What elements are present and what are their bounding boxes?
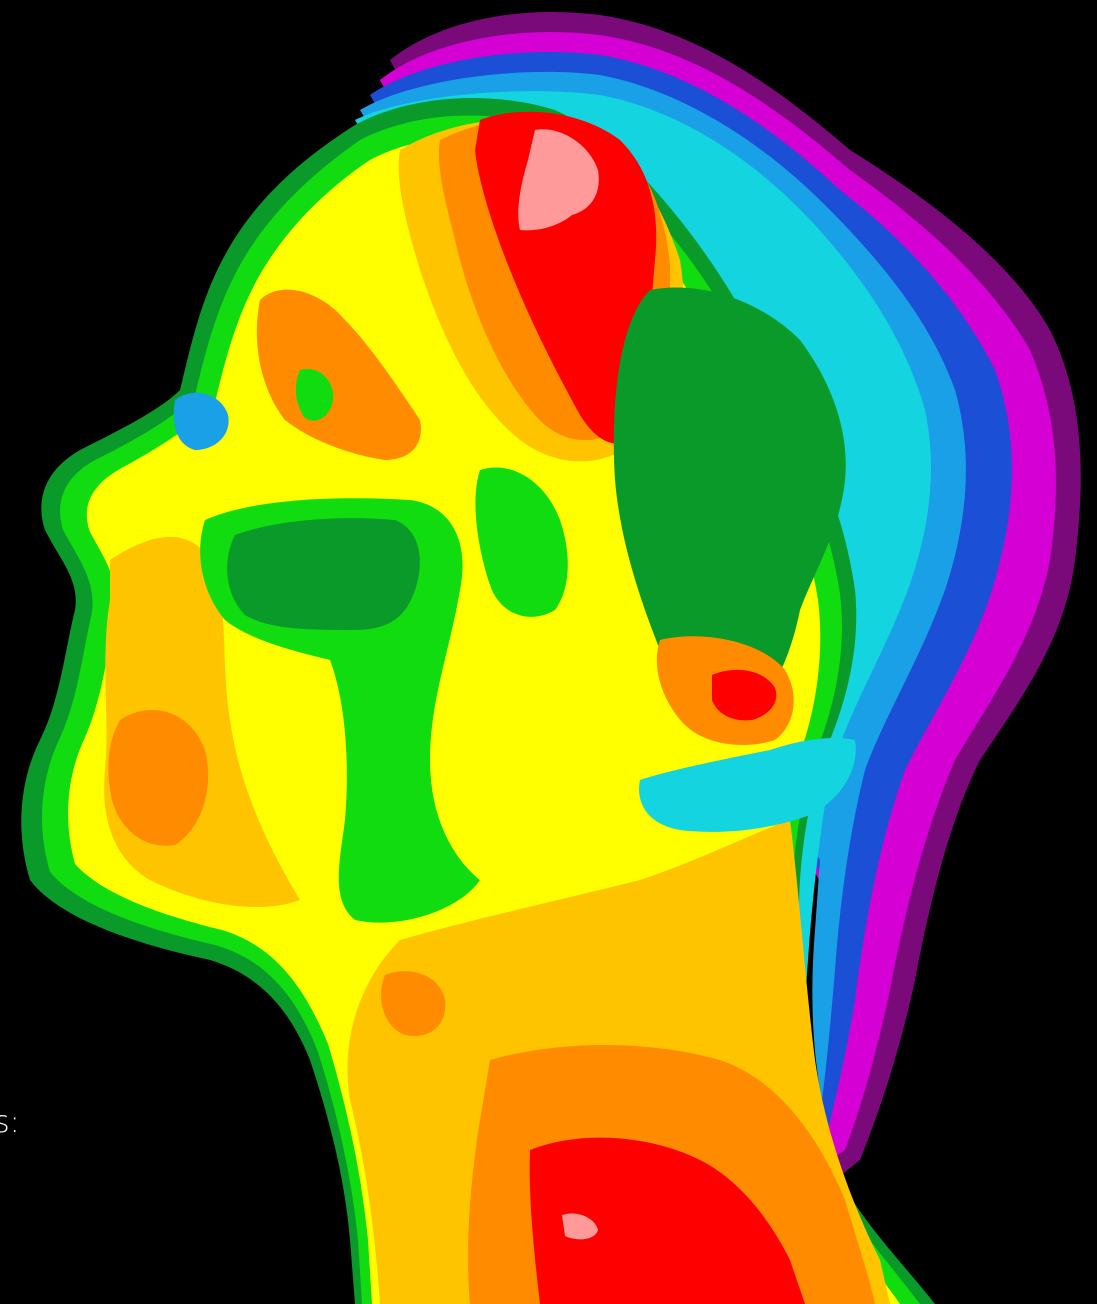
ear-red-hotspot [712,669,777,721]
forehead-pink-hotspot [518,129,599,231]
ear-green-zone [613,287,846,720]
edge-text-fragment: s: [0,1105,20,1140]
eye-green-spot [295,369,334,421]
ear-lobe-cyan-zone [639,738,856,832]
cheek-dark-green-zone [227,518,420,630]
neck-orange-spot [381,971,446,1036]
eye-orange-zone [256,289,421,460]
neck-red-hotspot [529,1137,805,1304]
neck-pink-hotspot [562,1213,598,1240]
ear-front-green-zone [475,467,568,617]
chin-orange-zone [108,710,209,846]
nose-tip-cool [173,392,229,450]
